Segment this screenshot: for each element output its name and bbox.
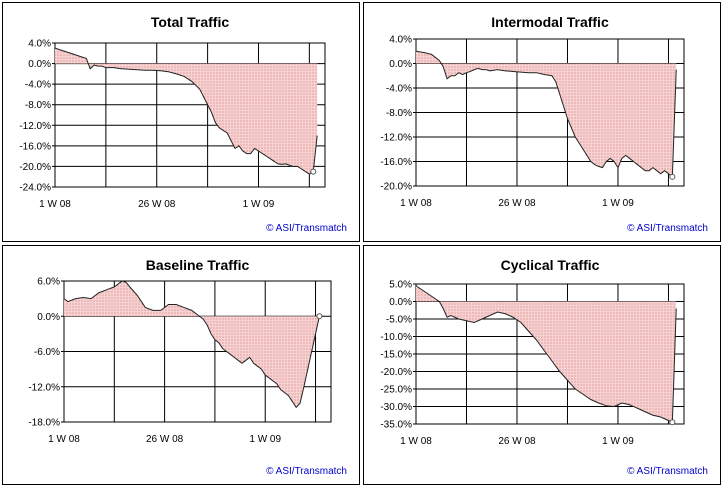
chart-total-traffic: Total Traffic 4.0% 0.0% -4.0% -8.0% -12.0% -16… (19, 14, 347, 234)
y-tick-label: -35.0% (380, 420, 412, 431)
y-tick-label: -6.0% (34, 347, 60, 358)
y-tick-label: -20.0% (19, 162, 51, 173)
y-tick-label: 6.0% (37, 277, 60, 288)
series-line (415, 50, 677, 178)
x-tick-label: 1 W 08 (39, 199, 71, 210)
chart-panel-baseline-traffic: Baseline Traffic 6.0% 0.0% -6.0% -12.0% -18.0… (2, 245, 360, 485)
x-tick-label: 1 W 09 (602, 436, 634, 447)
series-area (55, 48, 318, 175)
y-tick-label: -5.0% (386, 315, 412, 326)
x-tick-label: 1 W 08 (48, 434, 80, 445)
y-tick-label: -16.0% (19, 141, 51, 152)
series-end-marker (669, 173, 676, 180)
x-tick-label: 26 W 08 (146, 434, 184, 445)
y-tick-label: -4.0% (386, 84, 412, 95)
y-tick-label: 0.0% (28, 59, 51, 70)
y-tick-label: -18.0% (28, 418, 60, 429)
series-line (54, 47, 318, 175)
y-tick-label: -24.0% (19, 183, 51, 194)
y-tick-label: 0.0% (37, 312, 60, 323)
chart-title: Intermodal Traffic (491, 14, 609, 30)
series-end-marker (316, 313, 323, 320)
series-end-marker (310, 168, 317, 175)
chart-title: Total Traffic (151, 14, 230, 30)
y-tick-label: -12.0% (380, 133, 412, 144)
x-tick-label: 1 W 08 (400, 436, 432, 447)
series-line (63, 280, 324, 409)
chart-panel-intermodal-traffic: Intermodal Traffic 4.0% 0.0% -4.0% -8.0% -12.… (363, 2, 721, 242)
y-tick-label: 0.0% (389, 59, 412, 70)
y-tick-label: -10.0% (380, 332, 412, 343)
x-tick-label: 1 W 08 (400, 198, 432, 209)
y-tick-label: 0.0% (389, 297, 412, 308)
y-tick-label: -16.0% (380, 157, 412, 168)
chart-credit: © ASI/Transmatch (627, 466, 708, 477)
chart-cyclical-traffic: Cyclical Traffic 5.0% 0.0% -5.0% -10.0% -15.0… (380, 257, 708, 477)
chart-intermodal-traffic: Intermodal Traffic 4.0% 0.0% -4.0% -8.0% -12.… (380, 14, 708, 234)
y-tick-label: -12.0% (28, 382, 60, 393)
y-tick-label: 4.0% (28, 39, 51, 50)
series-area (416, 285, 677, 423)
x-tick-label: 26 W 08 (498, 436, 536, 447)
chart-credit: © ASI/Transmatch (627, 223, 708, 234)
y-tick-label: -30.0% (380, 402, 412, 413)
series-area (64, 281, 324, 408)
y-tick-label: 4.0% (389, 35, 412, 46)
y-tick-label: -8.0% (386, 108, 412, 119)
y-tick-label: -4.0% (25, 80, 51, 91)
chart-title: Cyclical Traffic (501, 257, 600, 273)
chart-title: Baseline Traffic (146, 257, 250, 273)
x-tick-label: 1 W 09 (249, 434, 281, 445)
chart-credit: © ASI/Transmatch (266, 466, 347, 477)
chart-panel-total-traffic: Total Traffic 4.0% 0.0% -4.0% -8.0% -12.0% -16… (2, 2, 360, 242)
x-tick-label: 26 W 08 (498, 198, 536, 209)
chart-credit: © ASI/Transmatch (266, 223, 347, 234)
chart-panel-cyclical-traffic: Cyclical Traffic 5.0% 0.0% -5.0% -10.0% -15.0… (363, 245, 721, 485)
y-tick-label: -15.0% (380, 350, 412, 361)
y-tick-label: 5.0% (389, 280, 412, 291)
x-tick-label: 26 W 08 (138, 199, 176, 210)
series-line (415, 285, 677, 424)
series-area (416, 51, 677, 177)
y-tick-label: -8.0% (25, 100, 51, 111)
x-tick-label: 1 W 09 (243, 199, 275, 210)
y-tick-label: -20.0% (380, 367, 412, 378)
y-tick-label: -25.0% (380, 385, 412, 396)
x-tick-label: 1 W 09 (602, 198, 634, 209)
chart-baseline-traffic: Baseline Traffic 6.0% 0.0% -6.0% -12.0% -18.0… (28, 257, 347, 477)
y-tick-label: -12.0% (19, 121, 51, 132)
y-tick-label: -20.0% (380, 182, 412, 193)
series-end-marker (669, 419, 676, 426)
